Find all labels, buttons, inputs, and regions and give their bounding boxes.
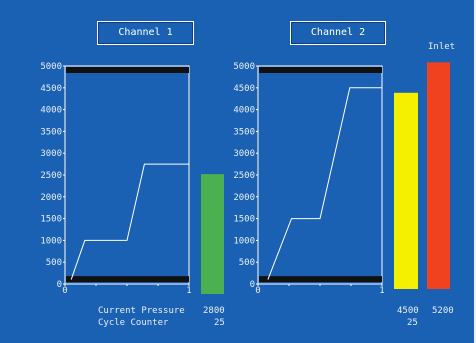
channel-2-y-tick-label: 2000 bbox=[233, 193, 255, 203]
channel-2-y-tick-label: 4500 bbox=[233, 84, 255, 94]
channel-2-y-tick-label: 4000 bbox=[233, 106, 255, 116]
channel-2-y-tick-label: 3500 bbox=[233, 127, 255, 137]
channel-2-y-tick-label: 2500 bbox=[233, 171, 255, 181]
inlet-label: Inlet bbox=[428, 42, 456, 52]
channel-1-pressure-trace bbox=[70, 163, 189, 280]
channel-2-pressure-bar bbox=[394, 92, 418, 289]
channel-2-cycle-readout: 25 bbox=[407, 318, 418, 328]
channel-1-lower-limit-band bbox=[66, 276, 189, 283]
channel-2-y-tick-label: 1500 bbox=[233, 215, 255, 225]
cycle-counter-value: 25 bbox=[214, 318, 225, 328]
channel-1-x-tick-label: 1 bbox=[186, 286, 191, 296]
channel-1-button[interactable]: Channel 1 bbox=[97, 21, 194, 45]
channel-1-x-tick-label: 0 bbox=[62, 286, 67, 296]
channel-1-plot-frame bbox=[64, 65, 190, 285]
channel-1-pressure-bar bbox=[201, 174, 224, 294]
channel-1-y-tick-label: 2500 bbox=[40, 171, 62, 181]
channel-2-button[interactable]: Channel 2 bbox=[290, 21, 386, 45]
channel-1-y-tick-label: 3000 bbox=[40, 149, 62, 159]
channel-2-plot-frame bbox=[257, 65, 383, 285]
channel-1-y-tick-label: 3500 bbox=[40, 127, 62, 137]
channel-2-y-tick-label: 5000 bbox=[233, 62, 255, 72]
channel-2-bar-readout: 4500 bbox=[397, 306, 419, 316]
channel-1-y-tick-label: 4500 bbox=[40, 84, 62, 94]
channel-2-x-tick-label: 0 bbox=[255, 286, 260, 296]
channel-1-y-tick-label: 5000 bbox=[40, 62, 62, 72]
current-pressure-label: Current Pressure bbox=[98, 306, 185, 316]
channel-1-y-tick-label: 2000 bbox=[40, 193, 62, 203]
inlet-pressure-bar bbox=[427, 62, 450, 289]
channel-1-upper-limit-band bbox=[66, 67, 189, 73]
channel-1-y-tick-label: 0 bbox=[57, 280, 62, 290]
cycle-counter-label: Cycle Counter bbox=[98, 318, 169, 328]
channel-2-y-tick-label: 1000 bbox=[233, 236, 255, 246]
channel-2-pressure-trace bbox=[267, 87, 382, 280]
channel-2-y-tick-label: 3000 bbox=[233, 149, 255, 159]
channel-1-y-tick-label: 500 bbox=[46, 258, 62, 268]
channel-2-lower-limit-band bbox=[259, 276, 382, 283]
current-pressure-value: 2800 bbox=[203, 306, 225, 316]
channel-1-y-tick-label: 4000 bbox=[40, 106, 62, 116]
channel-2-x-tick-label: 1 bbox=[379, 286, 384, 296]
channel-1-y-tick-label: 1500 bbox=[40, 215, 62, 225]
channel-2-y-tick-label: 500 bbox=[239, 258, 255, 268]
inlet-readout: 5200 bbox=[432, 306, 454, 316]
channel-2-y-tick-label: 0 bbox=[250, 280, 255, 290]
channel-1-y-tick-label: 1000 bbox=[40, 236, 62, 246]
channel-2-upper-limit-band bbox=[259, 67, 382, 73]
